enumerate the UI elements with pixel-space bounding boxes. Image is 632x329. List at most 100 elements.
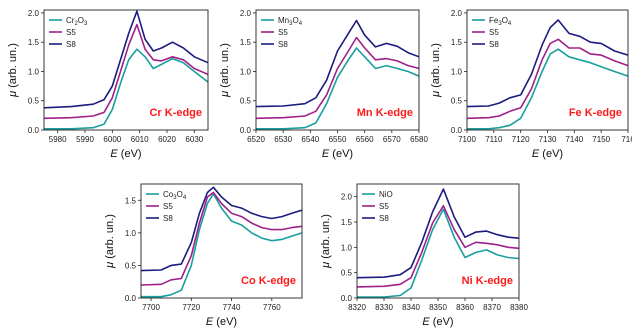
legend-entry: NiO	[379, 190, 393, 199]
edge-label: Co K-edge	[241, 275, 296, 287]
legend-entry: Mn3O4	[278, 16, 303, 27]
y-tick-label: 2.0	[451, 9, 463, 18]
x-tick-label: 7700	[142, 303, 160, 312]
y-tick-label: 0.5	[125, 261, 137, 270]
y-tick-label: 1.5	[28, 38, 40, 47]
x-tick-label: 5990	[76, 135, 94, 144]
series-line-s5	[256, 36, 419, 120]
y-tick-label: 1.5	[451, 38, 463, 47]
y-tick-label: 1.0	[451, 67, 463, 76]
x-axis-label: E (eV)	[422, 316, 453, 328]
x-tick-label: 7130	[539, 135, 557, 144]
legend-entry: S5	[66, 28, 76, 37]
y-tick-label: 0.0	[240, 126, 252, 135]
y-tick-label: 0.0	[125, 294, 137, 303]
edge-label: Fe K-edge	[569, 107, 622, 119]
panel-fe: 0.0 0.5 1.0 1.5 2.0 7100 7110 7120 7130 7140 7150 7…	[430, 9, 632, 160]
x-tick-label: 6000	[103, 135, 121, 144]
edge-label: Mn K-edge	[357, 107, 413, 119]
x-tick-label: 5980	[49, 135, 67, 144]
legend: NiO S5 S8	[362, 190, 393, 223]
series-line-s5	[44, 23, 208, 120]
legend-entry: S5	[163, 202, 173, 211]
x-tick-label: 7720	[182, 303, 200, 312]
series-line-nio	[357, 208, 519, 298]
x-axis-label: E (eV)	[110, 148, 141, 160]
x-tick-label: 7100	[458, 135, 476, 144]
x-tick-label: 6020	[158, 135, 176, 144]
y-tick-label: 0.5	[451, 97, 463, 106]
y-axis-label: μ (arb. un.)	[7, 43, 19, 98]
x-tick-label: 6560	[356, 135, 374, 144]
y-tick-label: 2.0	[341, 193, 353, 202]
legend-entry: Cr2O3	[66, 16, 88, 27]
y-axis-label: μ (arb. un.)	[430, 43, 442, 98]
series-line-s8	[467, 19, 628, 108]
y-axis-label: μ (arb. un.)	[320, 214, 332, 269]
x-tick-label: 716	[621, 135, 632, 144]
edge-label: Ni K-edge	[462, 275, 513, 287]
plot-frame	[43, 9, 209, 131]
legend-entry: S8	[163, 214, 173, 223]
x-tick-label: 7110	[485, 135, 503, 144]
legend-entry: S8	[278, 40, 288, 49]
x-tick-label: 7760	[263, 303, 281, 312]
x-tick-label: 6550	[329, 135, 347, 144]
x-axis-label: E (eV)	[532, 148, 563, 160]
y-tick-label: 0.5	[341, 269, 353, 278]
panel-cr: 0.0 0.5 1.0 1.5 2.0 5980 5990 6000 6010 6020 6030 μ…	[7, 9, 209, 160]
y-tick-label: 1.0	[125, 229, 137, 238]
series-line-s8	[357, 188, 519, 279]
panel-mn: 0.0 0.5 1.0 1.5 2.0 6520 6530 6540 6550 6560 6570 6…	[219, 9, 428, 160]
x-axis-label: E (eV)	[322, 148, 353, 160]
series-line-cr2o3	[44, 48, 208, 130]
series-line-s8	[141, 186, 302, 272]
x-tick-label: 6570	[383, 135, 401, 144]
panel-co: 0.0 0.5 1.0 1.5 7700 7720 7740 7760 μ (arb. un.)…	[104, 183, 303, 328]
y-tick-label: 0.0	[341, 294, 353, 303]
x-tick-label: 6520	[247, 135, 265, 144]
series-line-s8	[256, 19, 419, 108]
y-axis-label: μ (arb. un.)	[219, 43, 231, 98]
x-tick-label: 6530	[274, 135, 292, 144]
legend-entry: S8	[489, 40, 499, 49]
x-tick-label: 6580	[410, 135, 428, 144]
series-line-s5	[141, 191, 302, 286]
y-tick-label: 0.0	[451, 126, 463, 135]
x-tick-label: 7740	[223, 303, 241, 312]
series-line-s8	[44, 10, 208, 109]
y-tick-label: 1.0	[240, 67, 252, 76]
legend-entry: S5	[379, 202, 389, 211]
y-tick-label: 2.0	[240, 9, 252, 18]
y-tick-label: 1.0	[28, 67, 40, 76]
y-tick-label: 0.5	[28, 97, 40, 106]
x-tick-label: 6540	[301, 135, 319, 144]
series-line-s5	[467, 38, 628, 120]
legend-entry: S5	[278, 28, 288, 37]
legend-entry: S8	[379, 214, 389, 223]
x-tick-label: 8380	[510, 303, 528, 312]
y-tick-label: 1.5	[341, 218, 353, 227]
plot-frame	[140, 183, 303, 299]
series-line-mn3o4	[256, 47, 419, 130]
panel-ni: 0.0 0.5 1.0 1.5 2.0 8320 8330 8340 8350 8360 8370 8…	[320, 183, 528, 328]
x-tick-label: 7120	[512, 135, 530, 144]
x-tick-label: 6030	[185, 135, 203, 144]
x-tick-label: 8320	[348, 303, 366, 312]
x-tick-label: 8340	[402, 303, 420, 312]
legend-entry: Fe3O4	[489, 16, 512, 27]
x-tick-label: 7140	[565, 135, 583, 144]
legend-entry: S8	[66, 40, 76, 49]
x-tick-label: 7150	[592, 135, 610, 144]
series-line-s5	[357, 205, 519, 288]
y-tick-label: 1.0	[341, 243, 353, 252]
series-line-fe3o4	[467, 48, 628, 130]
x-tick-label: 8360	[456, 303, 474, 312]
series-line-co3o4	[141, 193, 302, 298]
x-tick-label: 8370	[483, 303, 501, 312]
